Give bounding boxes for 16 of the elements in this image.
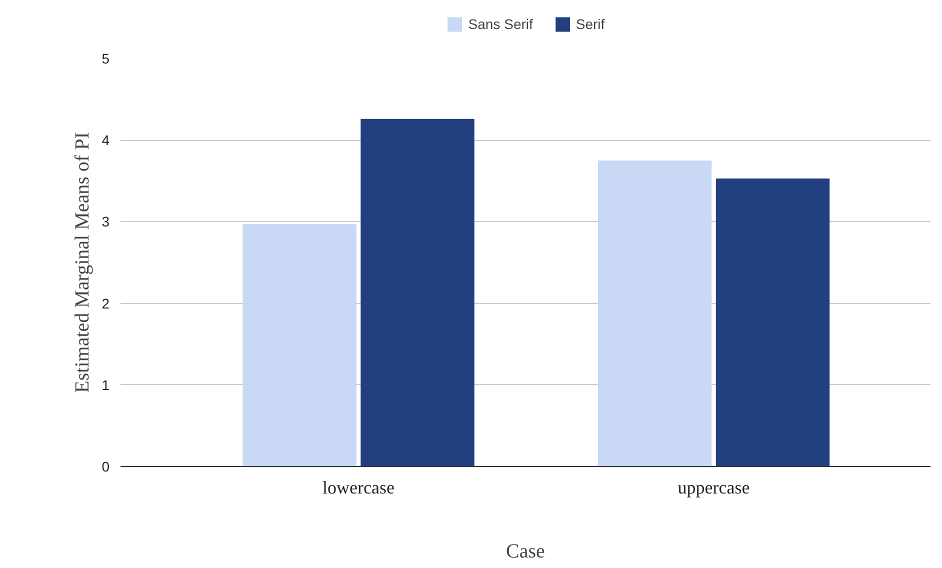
y-tick-label: 2 xyxy=(102,295,110,312)
bar xyxy=(360,118,474,466)
legend-label: Sans Serif xyxy=(468,16,533,32)
y-tick-label: 3 xyxy=(102,214,110,230)
legend-label: Serif xyxy=(576,16,605,32)
y-tick-label: 0 xyxy=(102,458,110,474)
y-tick-label: 4 xyxy=(102,132,110,148)
x-axis-title: Case xyxy=(506,540,546,562)
bar xyxy=(716,178,830,466)
y-tick-label: 1 xyxy=(102,376,110,393)
x-tick-label: lowercase xyxy=(322,478,395,498)
y-tick-label: 5 xyxy=(102,50,110,66)
bar xyxy=(242,224,356,466)
y-axis-title: Estimated Marginal Means of PI xyxy=(72,132,94,393)
bar xyxy=(598,160,712,466)
x-tick-label: uppercase xyxy=(678,478,750,498)
